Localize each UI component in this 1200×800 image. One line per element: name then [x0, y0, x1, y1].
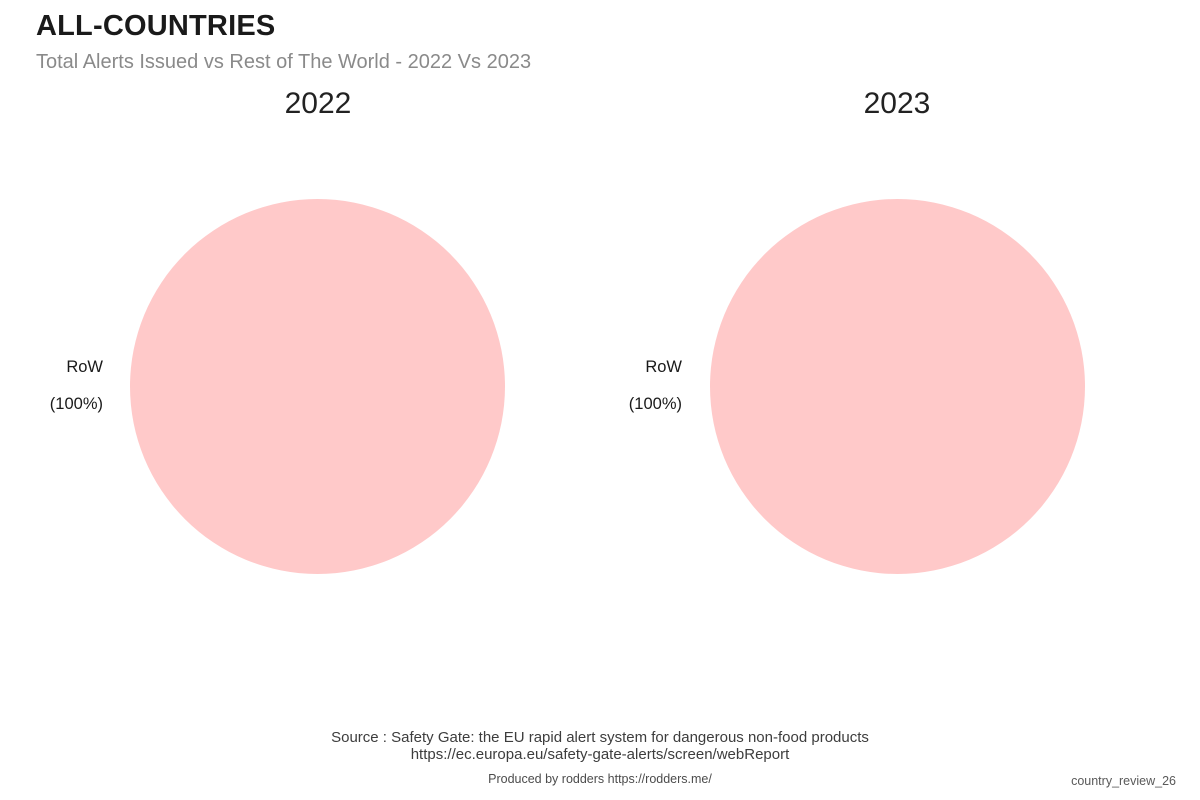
- pie-slice-label-2022: RoW: [66, 358, 103, 376]
- page-subtitle: Total Alerts Issued vs Rest of The World…: [36, 51, 532, 73]
- pie-slice-percent-2022: (100%): [49, 395, 103, 413]
- pie-outside-label-2023: RoW (100%): [629, 349, 682, 423]
- source-url: https://ec.europa.eu/safety-gate-alerts/…: [410, 746, 790, 763]
- pie-slice-label-2023: RoW: [645, 358, 682, 376]
- pie-title-2023: 2023: [863, 87, 931, 120]
- pie-slice-percent-2023: (100%): [628, 395, 682, 413]
- produced-by-credit: Produced by rodders https://rodders.me/: [488, 772, 712, 786]
- filename-watermark: country_review_26: [1071, 774, 1176, 788]
- pie-title-2022: 2022: [284, 87, 352, 120]
- page-title: ALL-COUNTRIES: [36, 10, 276, 42]
- pie-slice-row-2023: [710, 199, 1085, 574]
- pie-slice-row-2022: [130, 199, 505, 574]
- pie-outside-label-2022: RoW (100%): [50, 349, 103, 423]
- source-line: Source : Safety Gate: the EU rapid alert…: [331, 729, 869, 746]
